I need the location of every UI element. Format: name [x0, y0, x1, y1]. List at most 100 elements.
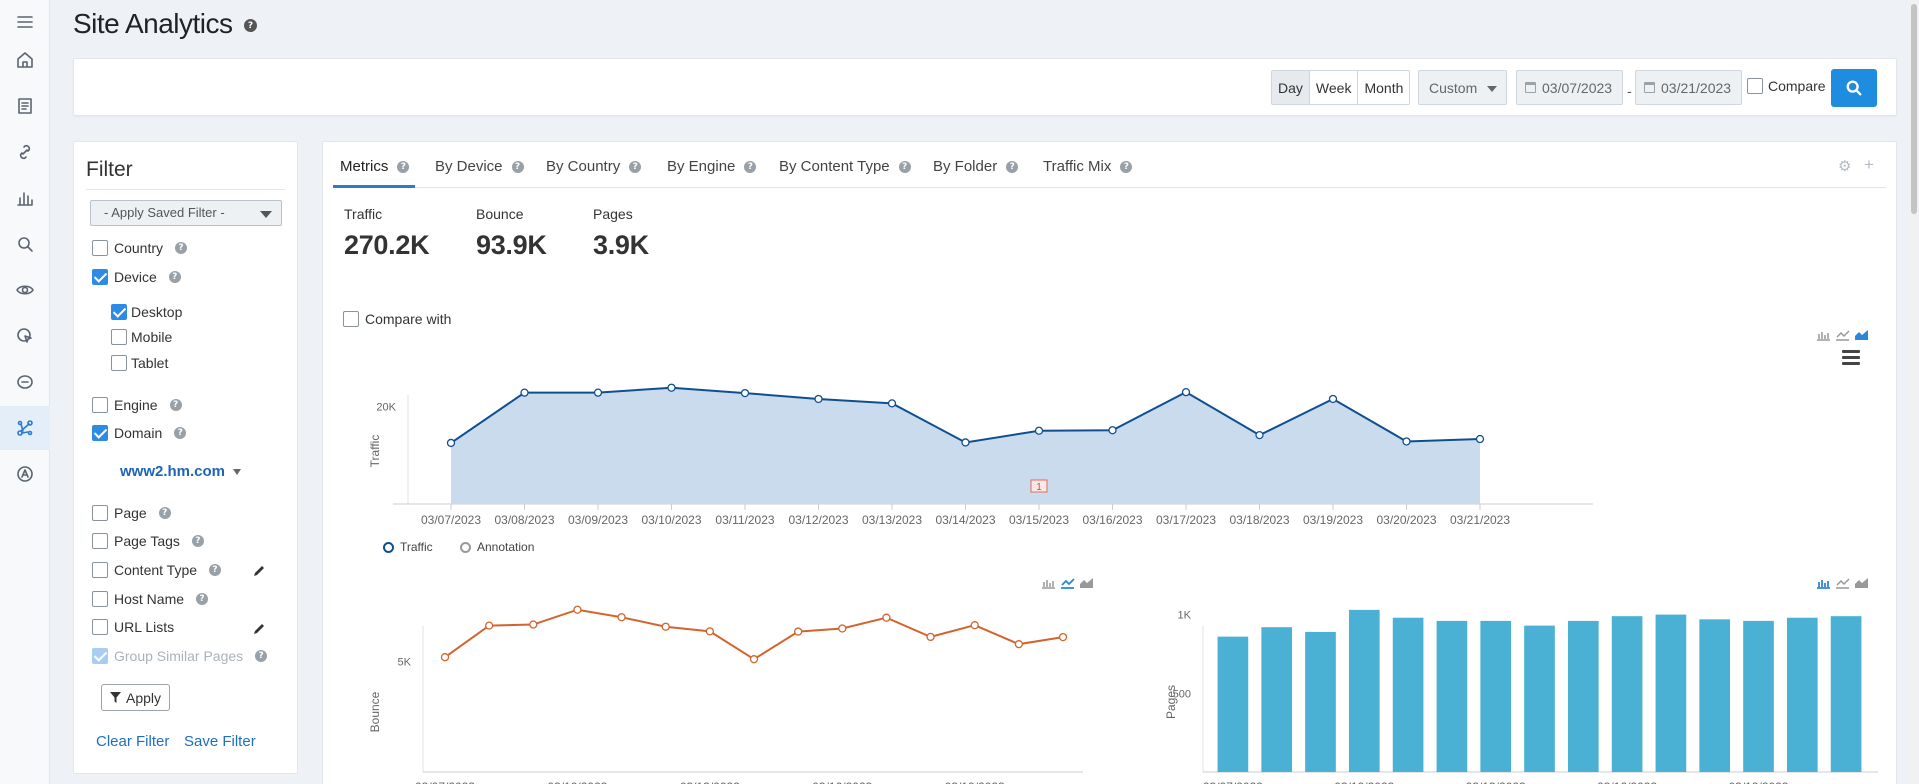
period-day-button[interactable]: Day [1272, 71, 1310, 104]
filter-domain[interactable]: Domain ? [92, 425, 187, 441]
cursor-icon[interactable] [0, 314, 50, 358]
tab-by-device[interactable]: By Device ? [435, 158, 524, 175]
checkbox[interactable] [111, 329, 127, 345]
saved-filter-select[interactable]: - Apply Saved Filter - [90, 200, 282, 226]
eye-icon[interactable] [0, 268, 50, 312]
help-icon[interactable]: ? [196, 593, 209, 605]
line-chart-icon[interactable] [1835, 576, 1850, 589]
tab-by-engine[interactable]: By Engine ? [667, 158, 757, 175]
bar-chart-icon[interactable] [1041, 576, 1056, 589]
search-icon[interactable] [0, 222, 50, 266]
scrollbar-track[interactable] [1908, 0, 1919, 784]
checkbox[interactable] [111, 304, 127, 320]
bounce-data-point [838, 624, 847, 633]
tab-by-content-type[interactable]: By Content Type ? [779, 158, 911, 175]
help-icon[interactable]: ? [175, 242, 188, 254]
add-icon[interactable]: + [1864, 155, 1874, 174]
help-icon[interactable]: ? [1120, 160, 1133, 173]
help-icon[interactable]: ? [397, 160, 410, 173]
tab-by-folder[interactable]: By Folder ? [933, 158, 1019, 175]
period-week-button[interactable]: Week [1309, 71, 1359, 104]
help-icon[interactable]: ? [244, 19, 257, 32]
compare-with-checkbox[interactable]: Compare with [343, 311, 451, 327]
checkbox[interactable] [92, 648, 108, 664]
help-icon[interactable]: ? [1006, 160, 1019, 173]
checkbox[interactable] [92, 397, 108, 413]
help-icon[interactable]: ? [158, 507, 171, 519]
checkbox[interactable] [92, 591, 108, 607]
help-icon[interactable]: ? [168, 271, 181, 283]
filter-page[interactable]: Page ? [92, 505, 171, 521]
checkbox[interactable] [343, 311, 359, 327]
tab-metrics[interactable]: Metrics ? [340, 158, 410, 175]
filter-tablet[interactable]: Tablet [111, 355, 168, 371]
bounce-chart: 5K Bounce 03/07/2023 03/10/2023 03/13/2023 03… [368, 605, 1083, 784]
line-chart-icon[interactable] [1835, 328, 1850, 341]
filter-engine[interactable]: Engine ? [92, 397, 182, 413]
pencil-icon[interactable] [252, 564, 266, 578]
apply-button[interactable]: Apply [101, 684, 170, 711]
x-tick-label: 03/19/2023 [1303, 513, 1363, 527]
document-icon[interactable] [0, 84, 50, 128]
network-icon[interactable] [0, 406, 50, 450]
tab-traffic-mix[interactable]: Traffic Mix ? [1043, 158, 1133, 175]
checkbox[interactable] [92, 240, 108, 256]
filter-group-similar-pages[interactable]: Group Similar Pages ? [92, 648, 268, 664]
compare-checkbox-box[interactable] [1747, 78, 1763, 94]
checkbox[interactable] [92, 533, 108, 549]
filter-host-name[interactable]: Host Name ? [92, 591, 209, 607]
area-chart-icon[interactable] [1079, 576, 1094, 588]
filter-country[interactable]: Country ? [92, 240, 188, 256]
area-chart-icon[interactable] [1854, 576, 1869, 588]
checkbox[interactable] [92, 269, 108, 285]
help-icon[interactable]: ? [511, 160, 524, 173]
help-icon[interactable]: ? [174, 427, 187, 439]
area-chart-icon[interactable] [1854, 328, 1869, 340]
pages-bar [1392, 617, 1424, 772]
tab-by-country[interactable]: By Country ? [546, 158, 642, 175]
degree-360-icon[interactable] [0, 360, 50, 404]
bar-chart-icon[interactable] [1816, 328, 1831, 341]
language-icon[interactable] [0, 452, 50, 496]
help-icon[interactable]: ? [169, 399, 182, 411]
checkbox[interactable] [92, 425, 108, 441]
search-button[interactable] [1831, 69, 1877, 107]
compare-checkbox[interactable]: Compare [1747, 78, 1826, 94]
line-chart-icon[interactable] [1060, 576, 1075, 589]
link-icon[interactable] [0, 130, 50, 174]
chart-menu-icon[interactable] [1842, 350, 1860, 366]
filter-url-lists[interactable]: URL Lists [92, 619, 174, 635]
save-filter-link[interactable]: Save Filter [184, 733, 256, 750]
date-to-input[interactable]: 03/21/2023 [1635, 70, 1742, 105]
menu-icon[interactable] [0, 0, 50, 44]
home-icon[interactable] [0, 38, 50, 82]
help-icon[interactable]: ? [744, 160, 757, 173]
pencil-icon[interactable] [252, 622, 266, 636]
help-icon[interactable]: ? [209, 564, 222, 576]
legend-traffic[interactable]: Traffic [383, 540, 433, 554]
period-month-button[interactable]: Month [1358, 71, 1410, 104]
checkbox[interactable] [92, 562, 108, 578]
filter-page-tags[interactable]: Page Tags ? [92, 533, 204, 549]
gear-icon[interactable]: ⚙ [1838, 158, 1852, 175]
range-select[interactable]: Custom [1418, 70, 1507, 105]
filter-content-type[interactable]: Content Type ? [92, 562, 222, 578]
scrollbar-thumb[interactable] [1911, 4, 1917, 214]
checkbox[interactable] [111, 355, 127, 371]
checkbox[interactable] [92, 505, 108, 521]
help-icon[interactable]: ? [629, 160, 642, 173]
filter-mobile[interactable]: Mobile [111, 329, 172, 345]
chevron-down-icon [260, 211, 272, 218]
filter-device[interactable]: Device ? [92, 269, 181, 285]
bar-chart-icon[interactable] [0, 176, 50, 220]
checkbox[interactable] [92, 619, 108, 635]
domain-dropdown[interactable]: www2.hm.com [120, 463, 242, 480]
help-icon[interactable]: ? [255, 650, 268, 662]
help-icon[interactable]: ? [191, 535, 204, 547]
date-from-input[interactable]: 03/07/2023 [1516, 70, 1623, 105]
filter-desktop[interactable]: Desktop [111, 304, 182, 320]
legend-annotation[interactable]: Annotation [460, 540, 534, 554]
clear-filter-link[interactable]: Clear Filter [96, 733, 170, 750]
bar-chart-icon[interactable] [1816, 576, 1831, 589]
help-icon[interactable]: ? [898, 160, 911, 173]
